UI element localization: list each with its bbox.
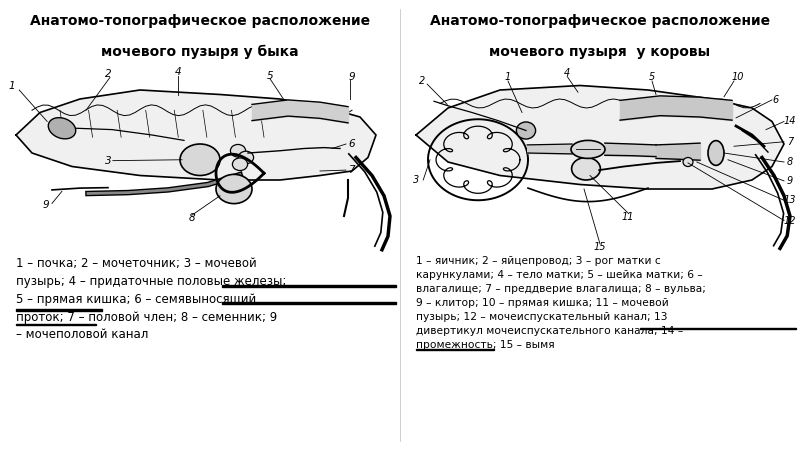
Ellipse shape	[230, 144, 246, 157]
Ellipse shape	[571, 140, 605, 158]
Text: 2: 2	[105, 69, 111, 79]
Text: 11: 11	[622, 212, 634, 222]
Ellipse shape	[517, 122, 536, 139]
Text: 9: 9	[42, 200, 50, 210]
Text: 3: 3	[105, 156, 111, 166]
Text: 1 – яичник; 2 – яйцепровод; 3 – рог матки с
карункулами; 4 – тело матки; 5 – шей: 1 – яичник; 2 – яйцепровод; 3 – рог матк…	[416, 256, 706, 351]
Text: 5: 5	[266, 71, 274, 81]
Polygon shape	[416, 86, 784, 189]
Text: 1 – почка; 2 – мочеточник; 3 – мочевой
пузырь; 4 – придаточные половые железы;
5: 1 – почка; 2 – мочеточник; 3 – мочевой п…	[16, 256, 286, 342]
Bar	[222, 285, 396, 287]
Ellipse shape	[216, 174, 252, 203]
Text: 1: 1	[504, 72, 510, 82]
Text: 8: 8	[787, 157, 793, 167]
Text: 4: 4	[174, 67, 182, 77]
Ellipse shape	[233, 158, 248, 171]
Text: 7: 7	[348, 165, 354, 175]
Bar	[16, 309, 102, 310]
Text: 15: 15	[594, 243, 606, 252]
Bar	[640, 328, 796, 329]
Ellipse shape	[238, 151, 254, 164]
Text: 4: 4	[564, 68, 570, 78]
Text: мочевого пузыря у быка: мочевого пузыря у быка	[101, 45, 299, 59]
Text: 9: 9	[787, 176, 793, 186]
Ellipse shape	[180, 144, 220, 176]
Bar	[416, 349, 494, 350]
Text: мочевого пузыря  у коровы: мочевого пузыря у коровы	[490, 45, 710, 59]
Text: Анатомо-топографическое расположение: Анатомо-топографическое расположение	[430, 14, 770, 27]
Text: 5: 5	[649, 72, 655, 82]
Text: 14: 14	[784, 117, 796, 126]
Bar	[222, 302, 396, 304]
Text: 7: 7	[787, 137, 793, 147]
Ellipse shape	[683, 158, 693, 166]
Text: 1: 1	[9, 81, 15, 91]
Text: 12: 12	[784, 216, 796, 225]
Text: 2: 2	[419, 76, 425, 86]
Ellipse shape	[571, 158, 601, 180]
Text: 8: 8	[189, 213, 195, 223]
Text: Анатомо-топографическое расположение: Анатомо-топографическое расположение	[30, 14, 370, 27]
Text: 13: 13	[784, 195, 796, 205]
Text: 9: 9	[349, 72, 355, 81]
Ellipse shape	[708, 140, 724, 166]
Bar	[16, 324, 96, 325]
Text: 10: 10	[732, 72, 744, 82]
Text: 6: 6	[348, 139, 354, 149]
Ellipse shape	[48, 117, 76, 139]
Text: 3: 3	[413, 175, 419, 185]
Text: 6: 6	[773, 95, 779, 105]
Polygon shape	[16, 90, 376, 180]
